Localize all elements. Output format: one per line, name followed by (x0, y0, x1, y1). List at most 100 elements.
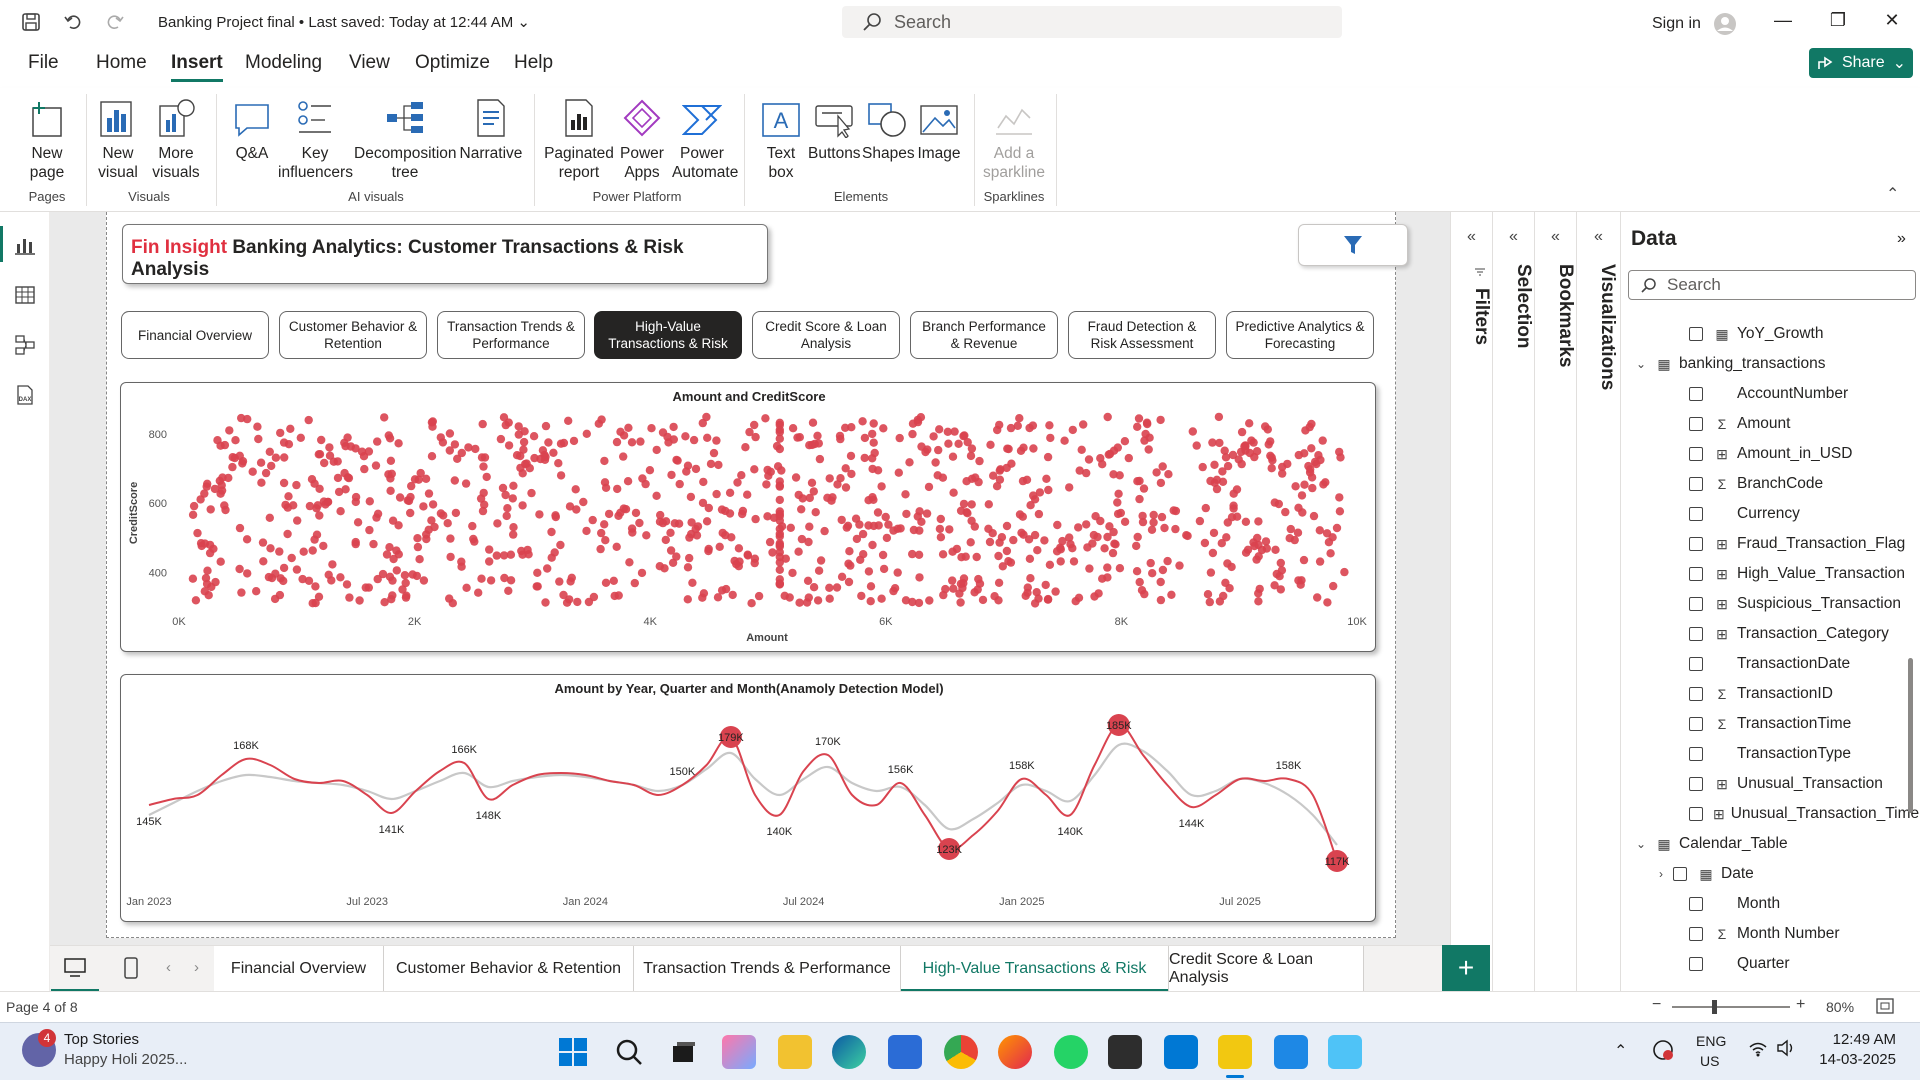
line-chart-card[interactable]: Amount by Year, Quarter and Month(Anamol… (120, 674, 1376, 922)
tab-insert[interactable]: Insert (171, 52, 223, 82)
wifi-icon[interactable] (1748, 1041, 1768, 1061)
power-automate-button[interactable]: Power Automate (672, 94, 738, 182)
nav-button-2[interactable]: Customer Behavior & Retention (279, 311, 427, 359)
tab-view[interactable]: View (349, 52, 390, 73)
fit-to-page-icon[interactable] (1876, 998, 1894, 1017)
close-button[interactable]: ✕ (1884, 10, 1900, 30)
chevron-down-icon[interactable]: ⌄ (517, 14, 530, 31)
undo-icon[interactable] (60, 9, 86, 35)
tab-file[interactable]: File (28, 52, 59, 73)
field-checkbox[interactable] (1689, 747, 1703, 761)
nav-button-5[interactable]: Credit Score & Loan Analysis (752, 311, 900, 359)
field-row[interactable]: Currency (1621, 500, 1911, 528)
buttons-button[interactable]: Buttons (808, 94, 861, 163)
field-checkbox[interactable] (1689, 537, 1703, 551)
chevron-down-icon[interactable]: ⌄ (1635, 837, 1647, 851)
whatsapp-icon[interactable] (1054, 1035, 1088, 1069)
field-checkbox[interactable] (1689, 507, 1703, 521)
desktop-layout-icon[interactable] (64, 958, 86, 982)
scroll-tabs-right-icon[interactable]: › (194, 959, 199, 976)
zoom-out-button[interactable]: − (1652, 996, 1662, 1013)
taskbar-search-icon[interactable] (612, 1035, 646, 1069)
nav-button-4[interactable]: High-Value Transactions & Risk (594, 311, 742, 359)
nav-button-7[interactable]: Fraud Detection & Risk Assessment (1068, 311, 1216, 359)
save-icon[interactable] (18, 9, 44, 35)
field-row[interactable]: ⊞ Fraud_Transaction_Flag (1621, 530, 1911, 558)
image-button[interactable]: Image (914, 94, 964, 163)
qa-button[interactable]: Q&A (228, 94, 276, 163)
field-row[interactable]: ⊞ Transaction_Category (1621, 620, 1911, 648)
edge-icon[interactable] (832, 1035, 866, 1069)
field-row[interactable]: TransactionType (1621, 740, 1911, 768)
bookmarks-pane-collapsed[interactable]: « Bookmarks (1534, 212, 1576, 1002)
zoom-in-button[interactable]: + (1796, 996, 1806, 1013)
news-title[interactable]: Top Stories (64, 1031, 140, 1048)
global-search-box[interactable]: Search (842, 6, 1342, 38)
field-row[interactable]: ⌄ ▦ banking_transactions (1621, 350, 1911, 378)
field-checkbox[interactable] (1689, 387, 1703, 401)
model-view-icon[interactable] (12, 332, 38, 358)
field-row[interactable]: ⊞ Amount_in_USD (1621, 440, 1911, 468)
expand-selection-icon[interactable]: « (1509, 228, 1518, 245)
field-checkbox[interactable] (1689, 927, 1703, 941)
tab-modeling[interactable]: Modeling (245, 52, 323, 73)
filters-pane-label[interactable]: Filters (1471, 288, 1492, 346)
visualizations-pane-collapsed[interactable]: « Visualizations (1576, 212, 1620, 1002)
scatter-chart-card[interactable]: Amount and CreditScore Amount CreditScore 0… (120, 382, 1376, 652)
field-row[interactable]: Σ Amount (1621, 410, 1911, 438)
region-indicator[interactable]: US (1700, 1053, 1720, 1069)
narrative-button[interactable]: Narrative (458, 94, 524, 163)
decomposition-tree-button[interactable]: Decomposition tree (354, 94, 457, 182)
page-tab[interactable]: Financial Overview (214, 946, 384, 992)
nav-button-3[interactable]: Transaction Trends & Performance (437, 311, 585, 359)
field-checkbox[interactable] (1689, 777, 1703, 791)
field-row[interactable]: › ▦ Date (1621, 860, 1911, 888)
clock-time[interactable]: 12:49 AM (1832, 1031, 1896, 1048)
key-influencers-button[interactable]: Key influencers (278, 94, 353, 182)
page-tab[interactable]: Transaction Trends & Performance (634, 946, 901, 992)
sign-in[interactable]: Sign in (1652, 12, 1737, 36)
field-row[interactable]: AccountNumber (1621, 380, 1911, 408)
paint-icon[interactable] (1328, 1035, 1362, 1069)
field-checkbox[interactable] (1689, 477, 1703, 491)
nav-button-1[interactable]: Financial Overview (121, 311, 269, 359)
share-button[interactable]: Share ⌄ (1809, 48, 1913, 78)
scroll-tabs-left-icon[interactable]: ‹ (166, 959, 171, 976)
file-explorer-icon[interactable] (778, 1035, 812, 1069)
field-checkbox[interactable] (1689, 327, 1703, 341)
nav-button-6[interactable]: Branch Performance & Revenue (910, 311, 1058, 359)
field-checkbox[interactable] (1673, 867, 1687, 881)
field-row[interactable]: Σ Month Number (1621, 920, 1911, 948)
security-icon[interactable] (1652, 1039, 1674, 1065)
maximize-button[interactable]: ❐ (1829, 10, 1847, 30)
nav-button-8[interactable]: Predictive Analytics & Forecasting (1226, 311, 1374, 359)
selection-pane-collapsed[interactable]: « Selection (1492, 212, 1534, 1002)
store-icon[interactable] (888, 1035, 922, 1069)
zoom-slider[interactable] (1672, 1006, 1790, 1008)
field-row[interactable]: Σ TransactionID (1621, 680, 1911, 708)
field-checkbox[interactable] (1689, 597, 1703, 611)
field-row[interactable]: Σ BranchCode (1621, 470, 1911, 498)
field-row[interactable]: Quarter (1621, 950, 1911, 978)
more-visuals-button[interactable]: More visuals (150, 94, 202, 182)
minimize-button[interactable]: — (1774, 10, 1792, 30)
data-search-input[interactable]: Search (1628, 270, 1916, 300)
news-subtitle[interactable]: Happy Holi 2025... (64, 1051, 188, 1068)
tab-optimize[interactable]: Optimize (415, 52, 490, 73)
visualizations-pane-label[interactable]: Visualizations (1597, 264, 1618, 391)
filters-pane-collapsed[interactable]: « Filters (1450, 212, 1492, 1002)
field-checkbox[interactable] (1689, 807, 1703, 821)
add-page-button[interactable]: + (1442, 945, 1490, 991)
power-apps-button[interactable]: Power Apps (618, 94, 666, 182)
field-checkbox[interactable] (1689, 717, 1703, 731)
tab-help[interactable]: Help (514, 52, 554, 73)
field-checkbox[interactable] (1689, 897, 1703, 911)
expand-bookmarks-icon[interactable]: « (1551, 228, 1560, 245)
chevron-down-icon[interactable]: ⌄ (1635, 357, 1647, 371)
chevron-right-icon[interactable]: › (1659, 867, 1663, 881)
vscode-icon[interactable] (1164, 1035, 1198, 1069)
field-row[interactable]: ⊞ Unusual_Transaction (1621, 770, 1911, 798)
field-row[interactable]: Month (1621, 890, 1911, 918)
field-checkbox[interactable] (1689, 687, 1703, 701)
collapse-ribbon-icon[interactable]: ⌃ (1886, 186, 1900, 203)
